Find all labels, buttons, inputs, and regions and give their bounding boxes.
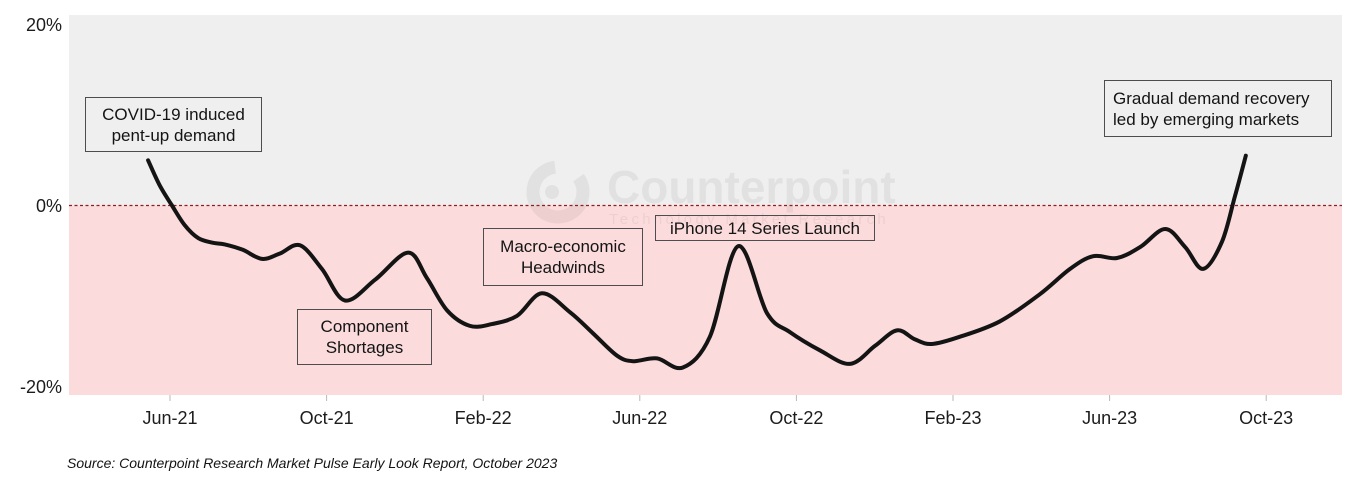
annotation-macro-economic-headwinds: Macro-economic Headwinds <box>483 228 643 286</box>
x-tick-label-feb-22: Feb-22 <box>454 408 512 428</box>
annotation-component-shortages: Component Shortages <box>297 309 432 365</box>
x-tick-label-feb-23: Feb-23 <box>924 408 982 428</box>
counterpoint-logo-icon <box>526 160 590 224</box>
x-tick-label-oct-22: Oct-22 <box>769 408 824 428</box>
annotation-iphone-14-series-launch: iPhone 14 Series Launch <box>655 215 875 241</box>
y-tick-label--20: -20% <box>19 376 62 397</box>
y-tick-label-20: 20% <box>25 14 62 35</box>
source-note: Source: Counterpoint Research Market Pul… <box>67 455 558 471</box>
watermark-brand-text: Counterpoint <box>607 161 896 213</box>
x-axis-ticks <box>169 395 1267 401</box>
x-tick-label-jun-21: Jun-21 <box>142 408 198 428</box>
annotation-covid-pent-up-demand: COVID-19 induced pent-up demand <box>85 97 262 152</box>
y-tick-label-0: 0% <box>35 195 62 216</box>
x-tick-label-jun-23: Jun-23 <box>1082 408 1138 428</box>
counterpoint-logo-dot-icon <box>545 185 559 199</box>
x-tick-label-oct-21: Oct-21 <box>299 408 354 428</box>
x-tick-label-oct-23: Oct-23 <box>1239 408 1294 428</box>
trend-line <box>146 153 1248 371</box>
annotation-gradual-demand-recovery: Gradual demand recovery led by emerging … <box>1104 80 1332 137</box>
x-tick-label-jun-22: Jun-22 <box>612 408 668 428</box>
negative-region <box>69 205 1342 395</box>
positive-region <box>69 15 1342 206</box>
